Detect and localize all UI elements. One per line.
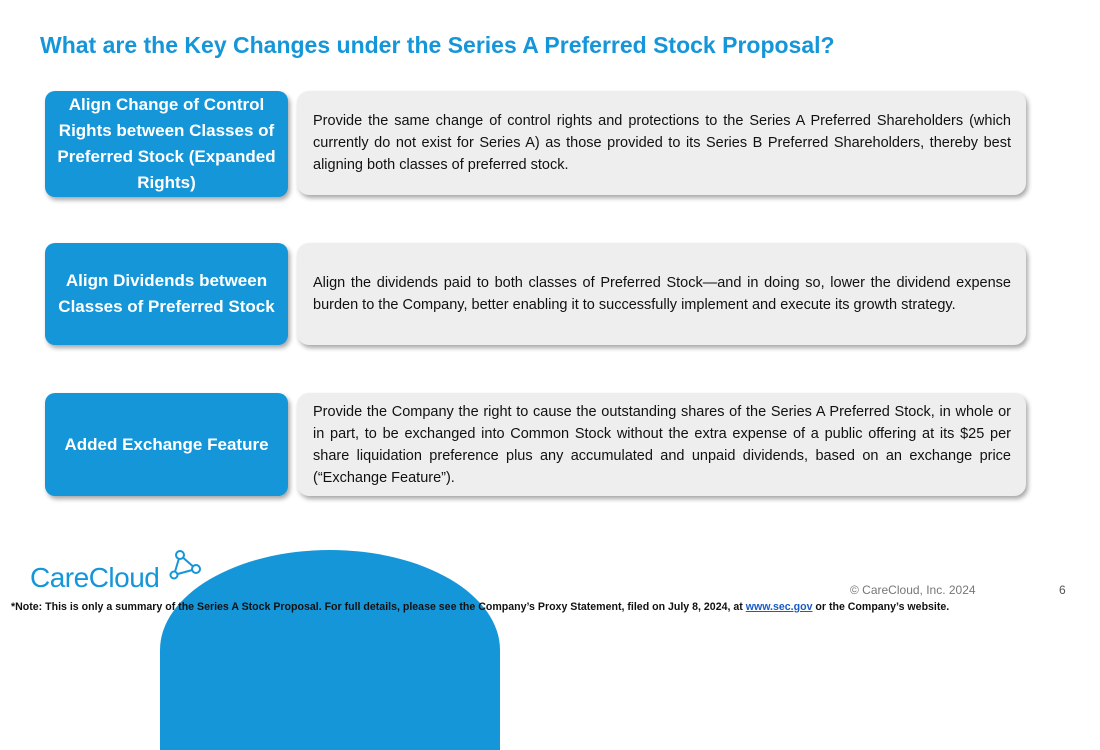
network-nodes-icon — [169, 550, 201, 580]
change-label-box: Align Change of Control Rights between C… — [45, 91, 288, 197]
change-description-box: Provide the Company the right to cause t… — [297, 393, 1026, 496]
change-description: Provide the Company the right to cause t… — [313, 403, 1011, 486]
change-label: Align Change of Control Rights between C… — [57, 95, 276, 192]
footnote: *Note: This is only a summary of the Ser… — [11, 601, 949, 613]
change-description-box: Provide the same change of control right… — [297, 91, 1026, 195]
carecloud-logo: CareCloud — [30, 562, 160, 593]
page-number: 6 — [1059, 583, 1066, 597]
change-description-box: Align the dividends paid to both classes… — [297, 243, 1026, 345]
decorative-arc — [160, 550, 500, 750]
change-label-box: Align Dividends between Classes of Prefe… — [45, 243, 288, 345]
change-label: Align Dividends between Classes of Prefe… — [58, 271, 275, 316]
copyright-notice: © CareCloud, Inc. 2024 — [850, 583, 976, 597]
change-description: Align the dividends paid to both classes… — [313, 275, 1011, 313]
change-description: Provide the same change of control right… — [313, 113, 1011, 173]
slide-title: What are the Key Changes under the Serie… — [40, 32, 835, 58]
change-label: Added Exchange Feature — [64, 434, 269, 454]
footnote-text-after: or the Company’s website. — [812, 601, 950, 613]
sec-link[interactable]: www.sec.gov — [745, 601, 813, 613]
footnote-text-before: *Note: This is only a summary of the Ser… — [11, 601, 746, 613]
change-label-box: Added Exchange Feature — [45, 393, 288, 496]
